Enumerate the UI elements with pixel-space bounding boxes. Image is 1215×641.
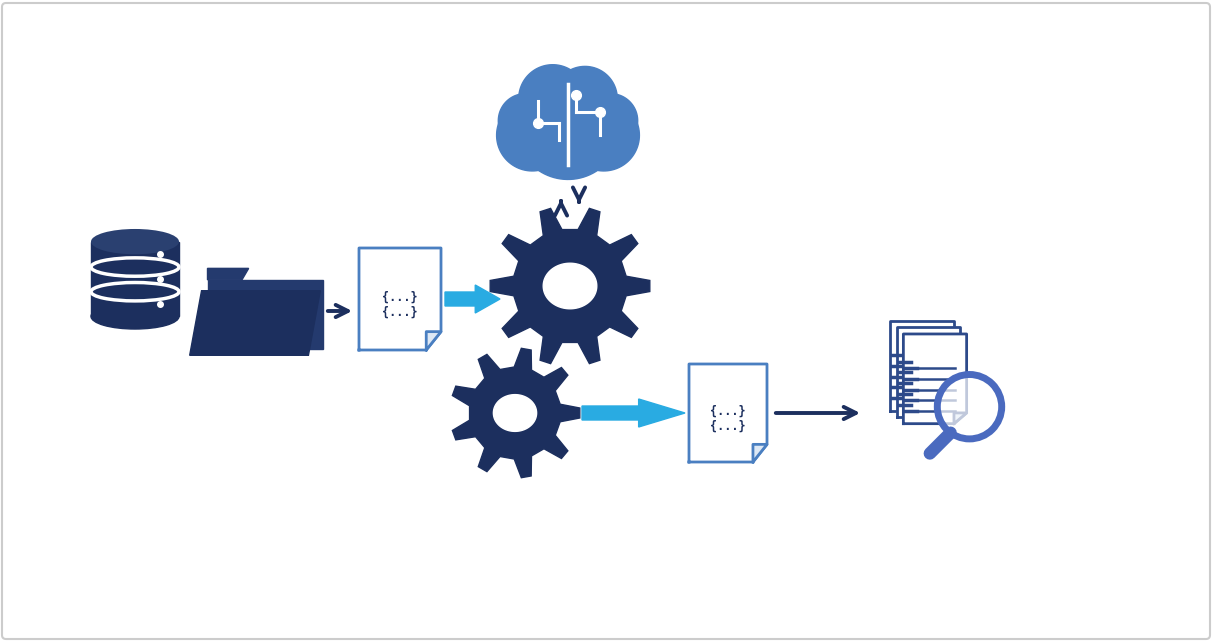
Polygon shape	[497, 99, 567, 171]
Polygon shape	[937, 374, 1001, 439]
Polygon shape	[493, 395, 537, 431]
Polygon shape	[452, 348, 580, 478]
Polygon shape	[891, 321, 954, 411]
Text: {...}: {...}	[383, 291, 418, 304]
Polygon shape	[208, 269, 249, 279]
Polygon shape	[904, 334, 967, 424]
Polygon shape	[358, 248, 441, 350]
Polygon shape	[91, 242, 179, 317]
Polygon shape	[490, 208, 650, 363]
Text: {...}: {...}	[711, 405, 746, 418]
Ellipse shape	[91, 229, 179, 254]
Polygon shape	[553, 67, 617, 131]
Text: {...}: {...}	[383, 306, 418, 319]
Polygon shape	[569, 99, 639, 171]
Polygon shape	[515, 74, 621, 179]
Polygon shape	[897, 328, 960, 417]
Polygon shape	[582, 399, 685, 427]
Ellipse shape	[91, 304, 179, 329]
Polygon shape	[190, 291, 321, 355]
Polygon shape	[445, 285, 501, 313]
Polygon shape	[498, 94, 553, 148]
Polygon shape	[519, 65, 587, 133]
Polygon shape	[689, 364, 767, 462]
Polygon shape	[543, 263, 597, 309]
Text: {...}: {...}	[711, 420, 746, 433]
Polygon shape	[583, 94, 638, 148]
Polygon shape	[954, 413, 967, 424]
Polygon shape	[208, 279, 322, 349]
Polygon shape	[753, 444, 767, 462]
FancyBboxPatch shape	[2, 3, 1210, 639]
Polygon shape	[426, 331, 441, 350]
